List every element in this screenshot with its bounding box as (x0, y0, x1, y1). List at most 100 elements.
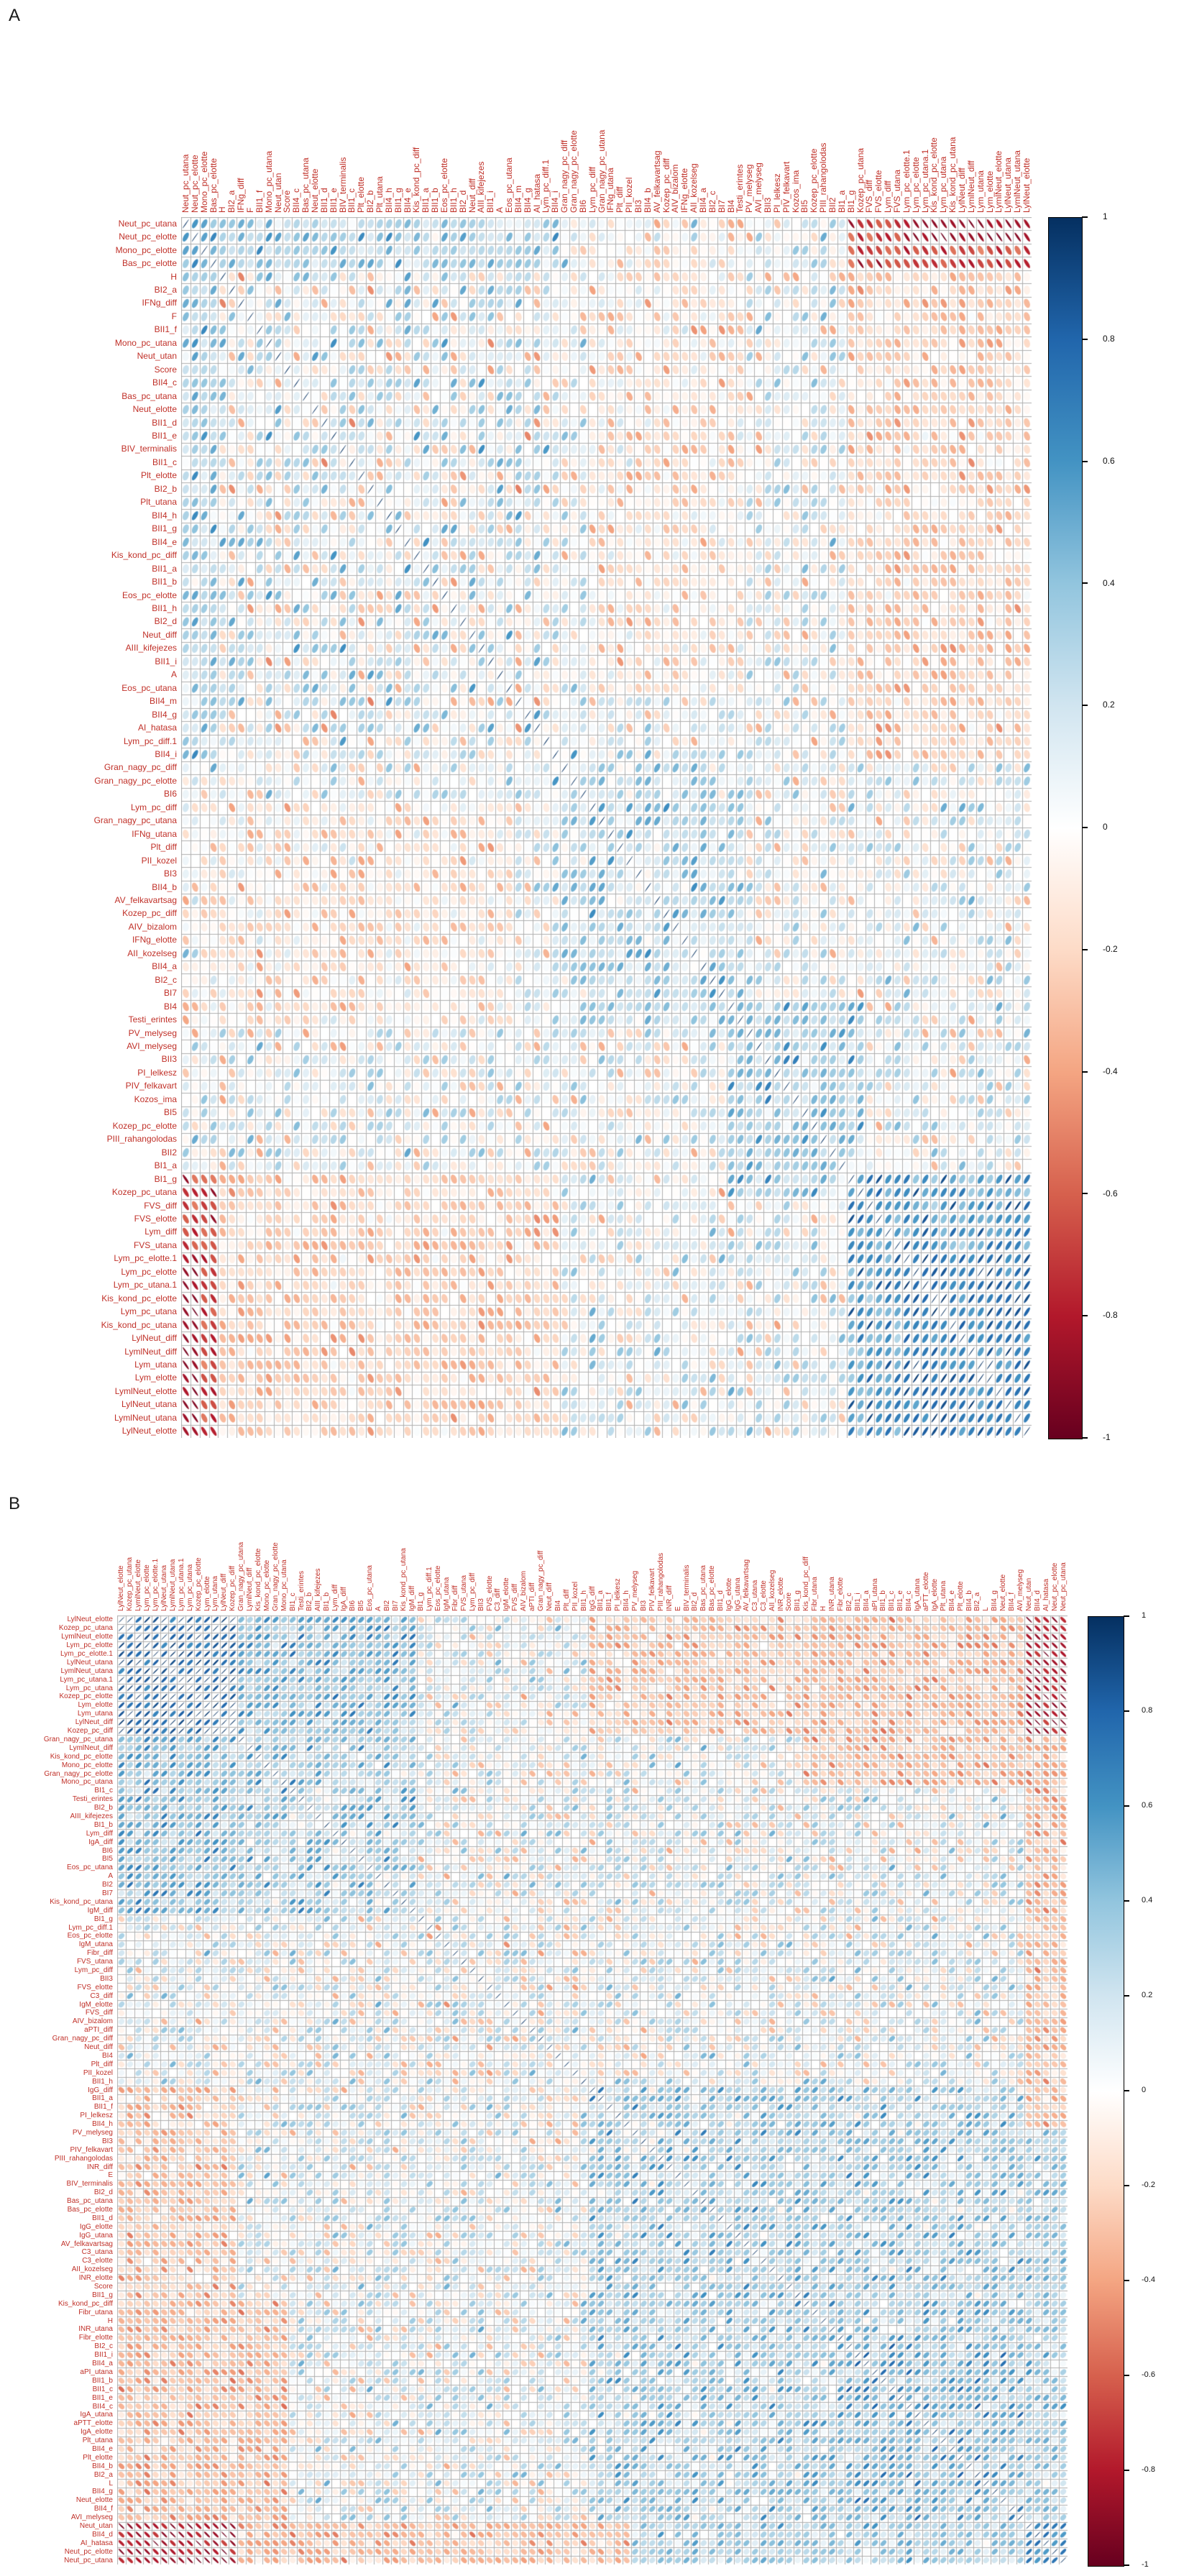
row-label: BI2_c (155, 974, 177, 985)
row-label: Lym_pc_elotte (66, 1641, 113, 1650)
column-label: F (244, 207, 255, 213)
colorbar-tick-label: 0.2 (1142, 1990, 1153, 1999)
colorbar-tick-label: -1 (1142, 2559, 1149, 2569)
column-label: Plt_elotte (956, 1581, 965, 1611)
row-label: PV_melyseg (128, 1027, 177, 1038)
row-label: Lym_pc_elotte.1 (114, 1253, 177, 1264)
row-label: BII1_i (155, 656, 177, 666)
column-label: INR_elotte (776, 1577, 785, 1611)
row-label: Bas_pc_elotte (121, 258, 177, 269)
row-label: Lym_pc_elotte (121, 1266, 177, 1277)
row-label: PIV_felkavart (70, 2145, 113, 2154)
row-label: FVS_elotte (77, 1983, 113, 1991)
column-label: Lym_diff (331, 1584, 340, 1611)
row-label: Kozep_pc_utana (111, 1187, 177, 1198)
column-label: BII3 (477, 1598, 485, 1611)
column-label: LymlNeut_elotte (134, 1559, 143, 1611)
row-label: LylNeut_diff (132, 1333, 177, 1344)
row-label: FVS_utana (76, 1958, 113, 1966)
colorbar-tick (1082, 827, 1088, 828)
row-label: BI5 (163, 1107, 177, 1118)
row-label: Kozep_pc_elotte (59, 1692, 113, 1701)
row-label: Lym_diff (86, 1829, 113, 1838)
column-label: BI2_d (691, 1592, 699, 1611)
row-label: AIII_kifejezes (70, 1812, 113, 1820)
column-label: Gran_nagy_pc_utana (237, 1541, 246, 1611)
column-label: Kozep_pc_elotte (194, 1557, 203, 1611)
row-label: Kozos_ima (134, 1094, 177, 1104)
column-label: Lym_pc_elotte.1 (901, 150, 912, 213)
column-label: BII4_g (522, 188, 533, 213)
column-label: PII_kozel (571, 1581, 579, 1611)
column-label: Gran_nagy_pc_diff (537, 1550, 546, 1611)
row-label: Lym_pc_elotte.1 (60, 1650, 113, 1658)
column-label: L (982, 1607, 991, 1611)
row-label: BI1_g (93, 1915, 113, 1923)
column-label: LylNeut_elotte (117, 1565, 126, 1611)
column-label: BII4_h (383, 188, 394, 213)
colorbar-tick-label: -0.2 (1103, 944, 1118, 954)
column-label: BII4_b (965, 1590, 973, 1611)
column-label: PIV_felkavart (648, 1568, 656, 1611)
column-label: AIV_bizalom (520, 1570, 528, 1611)
column-label: Kis_kond_pc_elotte (254, 1548, 262, 1611)
row-label: Eos_pc_utana (67, 1864, 113, 1872)
colorbar-tick (1082, 216, 1088, 218)
column-label: PI_lelkesz (771, 173, 782, 213)
row-label: LymlNeut_elotte (61, 1633, 113, 1641)
row-label: AIII_kifejezes (125, 643, 177, 654)
column-label: Kozep_pc_diff (229, 1565, 237, 1611)
row-label: Lym_pc_diff (130, 802, 177, 812)
column-label: IgM_diff (408, 1585, 417, 1611)
row-label: Kozep_pc_utana (58, 1624, 113, 1633)
row-label: BI2_a (93, 2470, 113, 2479)
column-label: BII1_a (597, 1590, 605, 1611)
row-label: BII4_b (92, 2462, 113, 2470)
row-label: IgM_utana (78, 1940, 113, 1949)
column-label: BII1_g (392, 188, 403, 213)
column-label: Neut_elotte (999, 1574, 1008, 1611)
row-label: Neut_elotte (75, 2496, 113, 2505)
column-label: Neut_pc_utana (1059, 1562, 1068, 1611)
column-label: BII1_i (853, 1592, 862, 1611)
colorbar-tick-label: 0.8 (1103, 334, 1115, 344)
colorbar-tick (1124, 2280, 1129, 2281)
colorbar-tick-label: 0.2 (1103, 700, 1115, 710)
column-label: IgA_utana (914, 1578, 922, 1611)
row-label: Lym_pc_diff.1 (123, 735, 177, 746)
row-label: BI2_b (154, 483, 177, 494)
column-label: BI6 (577, 199, 588, 213)
row-label: Lym_pc_utana.1 (60, 1675, 113, 1684)
row-label: BII4_h (152, 510, 177, 521)
row-label: Fibr_utana (78, 2308, 113, 2316)
column-label: LylNeut_elotte (1022, 157, 1032, 213)
row-label: Lym_pc_diff.1 (68, 1923, 113, 1932)
row-label: Plt_elotte (83, 2453, 113, 2462)
column-label: Neut_utan (1024, 1577, 1033, 1611)
column-label: E (674, 1606, 682, 1611)
column-label: BII1_f (254, 190, 265, 213)
row-label: Neut_pc_elotte (119, 232, 177, 242)
column-label: Eos_pc_elotte (434, 1565, 443, 1611)
row-label: BII4_b (152, 881, 177, 892)
row-label: AV_felkavartsag (60, 2240, 113, 2248)
column-label: IgM_utana (443, 1577, 451, 1611)
row-label: Neut_elotte (132, 404, 177, 415)
column-label: Kis_kond_pc_utana (400, 1548, 408, 1611)
column-label: Lym_pc_utana.1 (177, 1558, 185, 1611)
column-label: BII1_d (717, 1590, 725, 1611)
row-label: Neut_diff (84, 2043, 113, 2052)
colorbar-tick (1082, 1437, 1088, 1439)
row-label: LylNeut_elotte (67, 1615, 113, 1624)
column-label: FVS_elotte (485, 1575, 494, 1611)
row-label: F (171, 311, 177, 321)
column-label: Score (785, 1592, 794, 1611)
row-label: Plt_utana (82, 2437, 113, 2445)
row-label: BII1_e (92, 2393, 113, 2402)
colorbar-tick (1082, 460, 1088, 462)
column-label: IgG_elotte (725, 1577, 734, 1611)
row-label: Lym_pc_utana (65, 1684, 113, 1692)
row-label: BII1_a (92, 2094, 113, 2103)
row-label: BI3 (101, 2137, 113, 2145)
column-label: BII1_b (879, 1590, 888, 1611)
